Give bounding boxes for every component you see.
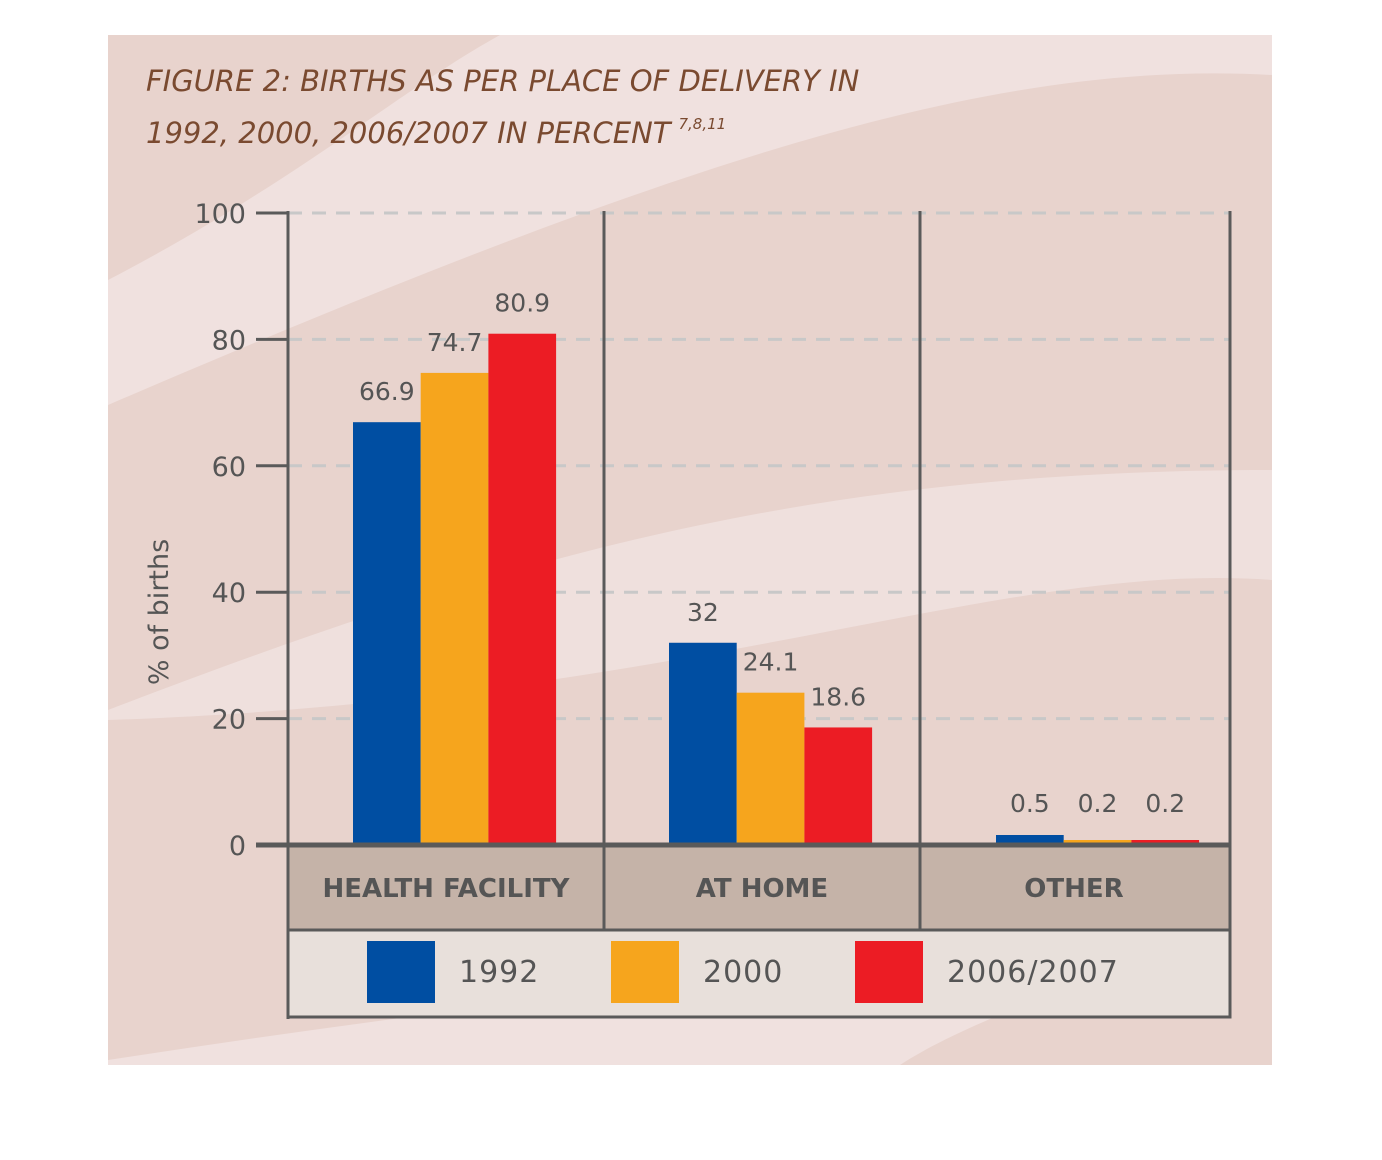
- chart-title-line2: 1992, 2000, 2006/2007 IN PERCENT 7,8,11: [146, 115, 726, 150]
- bar-2006-2007-1: [804, 727, 873, 845]
- y-tick-label: 20: [212, 705, 246, 736]
- data-label: 0.2: [1145, 789, 1185, 818]
- legend-label: 2000: [703, 955, 783, 990]
- category-label: HEALTH FACILITY: [323, 874, 571, 904]
- category-label: OTHER: [1024, 874, 1123, 904]
- chart-title-line1: FIGURE 2: BIRTHS AS PER PLACE OF DELIVER…: [146, 64, 859, 98]
- y-tick-label: 0: [229, 831, 246, 862]
- data-label: 24.1: [743, 648, 799, 677]
- data-label: 80.9: [494, 289, 550, 318]
- y-tick-label: 60: [212, 452, 246, 483]
- category-band: [288, 845, 1230, 930]
- legend-swatch: [367, 941, 435, 1003]
- data-label: 18.6: [810, 682, 866, 711]
- data-label: 0.2: [1078, 789, 1118, 818]
- y-axis-label: % of births: [144, 539, 175, 685]
- legend-swatch: [855, 941, 923, 1003]
- legend-box: [286, 928, 1232, 1019]
- bar-1992-0: [353, 422, 421, 845]
- y-tick-label: 80: [212, 325, 246, 356]
- bar-1992-1: [669, 642, 737, 845]
- data-label: 66.9: [359, 377, 415, 406]
- bar-2000-0: [420, 372, 489, 845]
- legend-label: 2006/2007: [947, 955, 1119, 990]
- y-tick-label: 100: [194, 199, 246, 230]
- bar-2006-2007-0: [488, 333, 557, 845]
- data-label: 32: [687, 598, 719, 627]
- category-label: AT HOME: [696, 874, 828, 904]
- data-label: 0.5: [1010, 789, 1050, 818]
- y-tick-label: 40: [212, 578, 246, 609]
- bar-2000-1: [736, 692, 805, 845]
- bar-1992-2: [996, 835, 1064, 845]
- legend-swatch: [611, 941, 679, 1003]
- legend-label: 1992: [459, 955, 539, 990]
- data-label: 74.7: [427, 328, 483, 357]
